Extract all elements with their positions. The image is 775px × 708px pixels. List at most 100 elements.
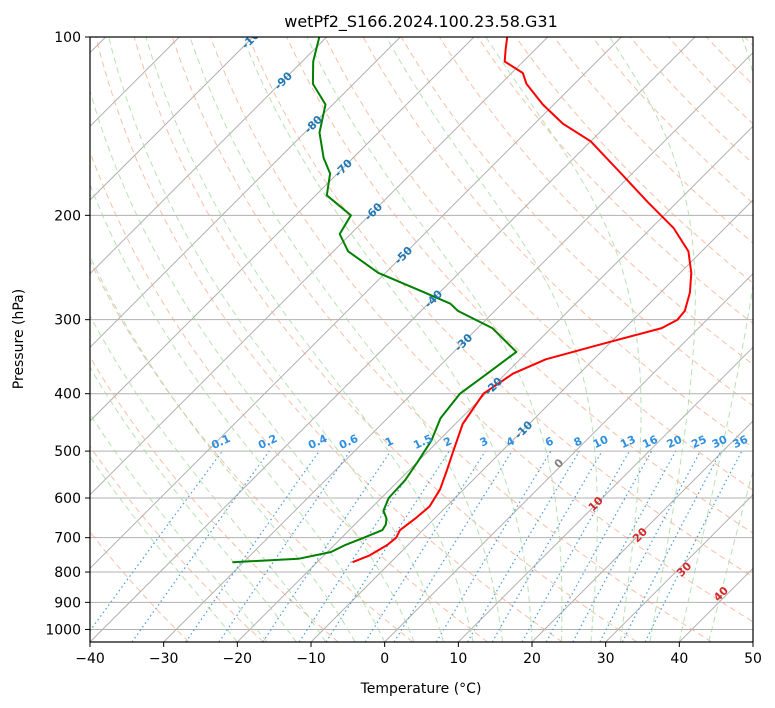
mixing-ratio-line bbox=[572, 450, 677, 642]
isotherm-line bbox=[90, 37, 475, 422]
mixing-ratio-line bbox=[435, 450, 552, 642]
mixing-ratio-label: 10 bbox=[591, 433, 611, 451]
mixing-ratio-line bbox=[393, 450, 513, 642]
mixing-ratio-line bbox=[90, 450, 223, 632]
mixing-ratio-label: 8 bbox=[572, 434, 584, 449]
mixing-ratio-label: 0.2 bbox=[256, 432, 279, 452]
mixing-ratio-line bbox=[466, 450, 580, 642]
x-tick-label: 50 bbox=[744, 651, 762, 667]
moist-adiabat-line bbox=[90, 255, 356, 642]
profile-lines bbox=[232, 37, 693, 564]
mixing-ratio-label: 20 bbox=[665, 433, 685, 451]
x-tick-label: 40 bbox=[670, 651, 688, 667]
mixing-ratio-label: 36 bbox=[731, 433, 751, 451]
x-tick-label: −20 bbox=[223, 651, 253, 667]
x-tick-label: −10 bbox=[296, 651, 326, 667]
moist-adiabat-line bbox=[708, 469, 753, 642]
dry-adiabat-line bbox=[362, 37, 753, 449]
isotherm-line bbox=[236, 125, 753, 642]
isotherm-label: -90 bbox=[272, 69, 295, 92]
y-tick-label: 900 bbox=[54, 595, 81, 611]
chart-title: wetPf2_S166.2024.100.23.58.G31 bbox=[284, 12, 558, 32]
dry-adiabat-line bbox=[477, 37, 753, 325]
moist-adiabat-line bbox=[90, 455, 238, 642]
isotherm-line bbox=[90, 37, 696, 642]
moist-adiabat-line bbox=[90, 314, 327, 642]
mixing-ratio-label: 6 bbox=[543, 434, 556, 449]
x-tick-label: 30 bbox=[597, 651, 615, 667]
moist-adiabat-label: 0 bbox=[552, 456, 567, 471]
mixing-ratio-line bbox=[364, 450, 486, 642]
dry-adiabat-line bbox=[706, 37, 753, 86]
isotherm-line bbox=[90, 37, 401, 349]
moist-adiabat-line bbox=[485, 37, 642, 642]
isotherm-line bbox=[90, 37, 622, 570]
dry-adiabat-line bbox=[515, 37, 753, 284]
mixing-ratio-line bbox=[185, 450, 320, 642]
axes: −40 −30 −20 −10 0 10 20 30 40 5010020030040050060… bbox=[45, 30, 762, 667]
dewpoint-profile-line bbox=[232, 37, 518, 564]
x-tick-label: 10 bbox=[449, 651, 467, 667]
mixing-ratio-line bbox=[325, 450, 450, 642]
moist-adiabat-line bbox=[90, 183, 386, 642]
mixing-ratio-line bbox=[644, 450, 743, 642]
mixing-ratio-label: 0.4 bbox=[306, 432, 329, 452]
isotherm-line bbox=[163, 51, 753, 642]
isotherm-line bbox=[457, 346, 753, 642]
moist-adiabat-line bbox=[189, 37, 503, 642]
y-tick-label: 1000 bbox=[45, 622, 81, 638]
mixing-ratio-line bbox=[491, 450, 603, 642]
y-tick-label: 400 bbox=[54, 387, 81, 403]
moist-adiabat-line bbox=[90, 413, 268, 642]
y-tick-label: 200 bbox=[54, 208, 81, 224]
dry-adiabat-line bbox=[133, 37, 638, 642]
dry-adiabat-line bbox=[248, 37, 753, 578]
mixing-ratio-line bbox=[262, 450, 392, 642]
isotherm-line bbox=[90, 37, 254, 201]
y-tick-label: 800 bbox=[54, 565, 81, 581]
moist-adiabat-line bbox=[90, 89, 415, 642]
isotherm-line bbox=[605, 493, 753, 642]
dry-adiabat-line bbox=[90, 531, 190, 642]
x-tick-label: −30 bbox=[149, 651, 179, 667]
mixing-ratio-label: 13 bbox=[618, 433, 637, 451]
dry-adiabat-line bbox=[438, 37, 753, 365]
moist-adiabat-line bbox=[145, 37, 474, 642]
mixing-ratio-line bbox=[131, 450, 270, 642]
dry-adiabat-line bbox=[324, 37, 753, 491]
moist-adiabat-line bbox=[306, 37, 563, 642]
mixing-ratio-line bbox=[218, 450, 351, 642]
mixing-ratio-label: 16 bbox=[640, 433, 660, 451]
x-axis-label: Temperature (°C) bbox=[360, 681, 482, 697]
x-tick-label: 20 bbox=[523, 651, 541, 667]
y-tick-label: 500 bbox=[54, 444, 81, 460]
mixing-ratio-line bbox=[599, 450, 702, 642]
moist-adiabat-line bbox=[678, 37, 753, 642]
plot-frame bbox=[89, 36, 754, 643]
temperature-profile-line bbox=[352, 37, 693, 564]
dry-adiabat-line bbox=[591, 37, 753, 204]
mixing-ratio-label: 0.1 bbox=[209, 432, 232, 452]
line-labels: 0.1 0.2 0.4 0.6 1 1.5 2 3 4 6 8 10 13 16 20 25 30 36-100-… bbox=[209, 37, 751, 604]
dry-adiabat-line bbox=[668, 37, 753, 125]
mixing-ratio-label: 1 bbox=[383, 434, 395, 449]
dry-adiabat-line bbox=[95, 37, 563, 642]
isotherm-line bbox=[90, 37, 549, 496]
y-axis-label: Pressure (hPa) bbox=[11, 289, 27, 389]
y-tick-label: 700 bbox=[54, 531, 81, 547]
mixing-ratio-label: 30 bbox=[710, 433, 730, 451]
moist-adiabat-line bbox=[385, 37, 598, 642]
mixing-ratio-line bbox=[521, 450, 631, 642]
dry-adiabat-line bbox=[629, 37, 753, 165]
dry-adiabat-line bbox=[171, 37, 712, 642]
moist-adiabat-label: 40 bbox=[711, 584, 731, 604]
dry-adiabat-line bbox=[744, 37, 753, 47]
mixing-ratio-line bbox=[545, 450, 653, 642]
moist-adiabat-line bbox=[108, 37, 445, 642]
moist-adiabat-line bbox=[242, 37, 533, 642]
dry-adiabat-line bbox=[553, 37, 753, 244]
isotherm-line bbox=[90, 37, 328, 275]
moist-adiabat-line bbox=[609, 37, 696, 642]
x-tick-label: −40 bbox=[75, 651, 105, 667]
